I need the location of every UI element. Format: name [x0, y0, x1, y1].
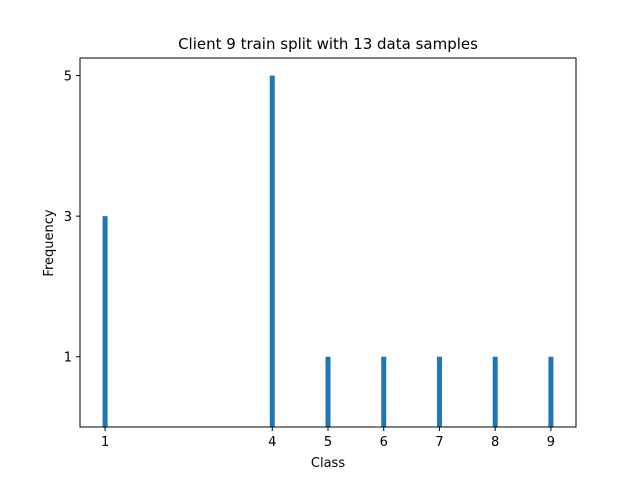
x-tick-label: 8 — [491, 435, 499, 450]
x-axis-ticks: 1 4 5 6 7 8 9 — [101, 427, 555, 450]
y-tick-label: 5 — [64, 70, 72, 85]
x-tick-label: 7 — [435, 435, 443, 450]
y-tick-label: 1 — [64, 351, 72, 366]
bar-class-4 — [269, 75, 275, 427]
y-tick-label: 3 — [64, 210, 72, 225]
y-axis-ticks: 1 3 5 — [64, 70, 80, 366]
x-axis-label: Class — [311, 456, 345, 471]
bars-group — [102, 75, 554, 427]
x-tick-label: 6 — [380, 435, 388, 450]
bar-class-9 — [548, 356, 554, 427]
y-axis-label: Frequency — [42, 209, 57, 276]
x-tick-label: 1 — [101, 435, 109, 450]
bar-class-1 — [102, 216, 108, 427]
bar-class-7 — [436, 356, 442, 427]
x-tick-label: 4 — [268, 435, 276, 450]
bar-class-6 — [381, 356, 387, 427]
x-tick-label: 9 — [547, 435, 555, 450]
bar-class-8 — [492, 356, 498, 427]
chart-title: Client 9 train split with 13 data sample… — [178, 35, 478, 53]
bar-class-5 — [325, 356, 331, 427]
x-tick-label: 5 — [324, 435, 332, 450]
